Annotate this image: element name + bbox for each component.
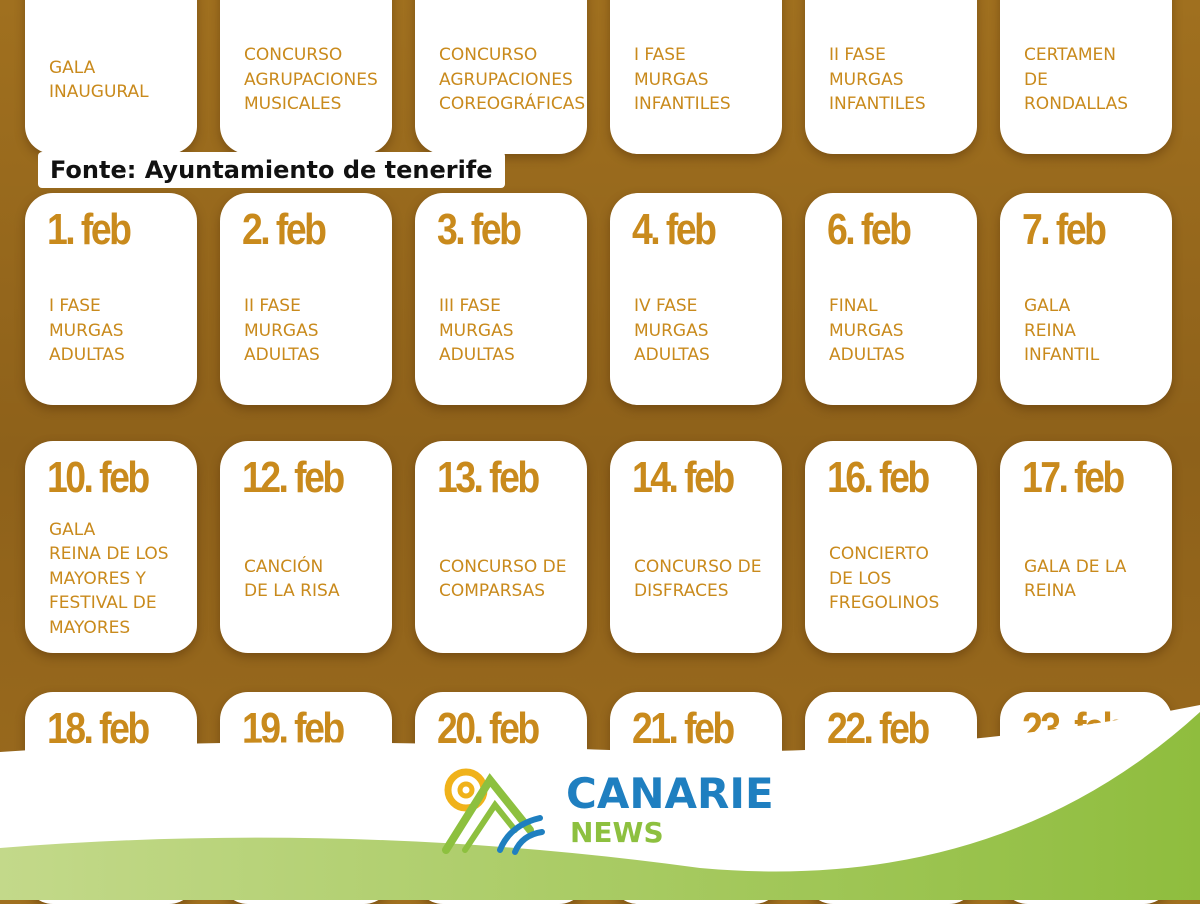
event-text: CONCURSO [439, 45, 538, 66]
event-date: 3. feb [437, 205, 522, 254]
event-date: 10. feb [47, 453, 150, 502]
event-text: II FASE [829, 45, 886, 66]
event-card: 1. feb I FASE MURGAS ADULTAS [25, 193, 197, 405]
event-text: ADULTAS [829, 345, 905, 366]
event-text: REINA [1024, 320, 1076, 341]
event-text: FREGOLINOS [829, 593, 940, 614]
event-date: 17. feb [1022, 453, 1125, 502]
event-text: GALA DE LA [1024, 556, 1127, 577]
event-text: RONDALLAS [1024, 94, 1129, 115]
event-text: INFANTIL [1024, 345, 1100, 366]
event-date: 18. feb [47, 704, 150, 753]
logo-sub: NEWS [570, 816, 664, 849]
event-date: 13. feb [437, 453, 540, 502]
event-card: 2. feb II FASE MURGAS ADULTAS [220, 193, 392, 405]
event-card: 10. feb GALA REINA DE LOS MAYORES Y FESTIVAL… [25, 441, 197, 653]
event-text: MURGAS [439, 320, 514, 341]
event-text: MURGAS [634, 69, 709, 90]
event-text: FINAL [829, 296, 878, 317]
event-date: 14. feb [632, 453, 735, 502]
event-date: 29. ene [632, 0, 744, 4]
event-card: 3. feb III FASE MURGAS ADULTAS [415, 193, 587, 405]
event-text: GALA [49, 57, 96, 78]
event-card: 22. ene GALA INAUGURAL [25, 0, 197, 154]
event-date: 2. feb [242, 205, 327, 254]
event-text: ADULTAS [439, 345, 515, 366]
event-text: INFANTILES [829, 94, 926, 115]
event-date: 6. feb [827, 205, 912, 254]
event-text: CONCURSO DE [439, 556, 567, 577]
event-text: ADULTAS [49, 345, 125, 366]
event-text: DE LOS [829, 568, 892, 589]
event-text: CONCIERTO [829, 544, 929, 565]
event-card: 23. ene CONCURSO AGRUPACIONES MUSICALES [220, 0, 392, 154]
event-card: 30. ene II FASE MURGAS INFANTILES [805, 0, 977, 154]
logo-icon [442, 768, 545, 855]
event-card: 14. feb CONCURSO DE DISFRACES [610, 441, 782, 653]
event-card: 29. ene I FASE MURGAS INFANTILES [610, 0, 782, 154]
event-text: CANCIÓN [244, 556, 324, 577]
event-text: FESTIVAL DE [49, 593, 157, 614]
event-text: MAYORES [49, 617, 131, 638]
event-text: DISFRACES [634, 581, 729, 601]
event-text: I FASE [634, 45, 686, 66]
event-card: 4. feb IV FASE MURGAS ADULTAS [610, 193, 782, 405]
event-date: 7. feb [1022, 205, 1107, 254]
event-card: 7. feb GALA REINA INFANTIL [1000, 193, 1172, 405]
event-text: CONCURSO DE [634, 556, 762, 577]
event-card: 31. ene CERTAMEN DE RONDALLAS [1000, 0, 1172, 154]
event-text: AGRUPACIONES [244, 69, 378, 90]
event-text: MURGAS [829, 69, 904, 90]
event-card: 17. feb GALA DE LA REINA [1000, 441, 1172, 653]
event-text: DE [1024, 69, 1048, 90]
event-text: AGRUPACIONES [439, 69, 573, 90]
event-text: COMPARSAS [439, 581, 546, 601]
event-text: REINA DE LOS [49, 544, 169, 565]
event-text: MUSICALES [244, 94, 342, 115]
event-text: MURGAS [244, 320, 319, 341]
event-date: 12. feb [242, 453, 345, 502]
logo-name: CANARIE [566, 769, 774, 818]
event-text: ADULTAS [244, 345, 320, 366]
event-date: 30. ene [827, 0, 939, 4]
event-date: 24. ene [437, 0, 549, 4]
event-text: IV FASE [634, 296, 698, 317]
event-text: CERTAMEN [1024, 45, 1117, 66]
source-caption: Fonte: Ayuntamiento de tenerife [38, 152, 505, 188]
event-text: GALA [49, 519, 96, 540]
event-text: MAYORES Y [49, 568, 146, 589]
event-date: 4. feb [632, 205, 717, 254]
event-card: 12. feb CANCIÓN DE LA RISA [220, 441, 392, 653]
event-text: MURGAS [829, 320, 904, 341]
event-text: CONCURSO [244, 45, 343, 66]
event-text: GALA [1024, 296, 1071, 317]
event-date: 16. feb [827, 453, 930, 502]
event-date: 31. ene [1022, 0, 1134, 4]
event-card: 16. feb CONCIERTO DE LOS FREGOLINOS [805, 441, 977, 653]
green-wave [0, 712, 1200, 900]
event-text: REINA [1024, 581, 1076, 601]
event-text: III FASE [439, 296, 501, 317]
event-text: COREOGRÁFICAS [439, 94, 586, 115]
event-date: 22. ene [47, 0, 159, 4]
event-text: DE LA RISA [244, 581, 340, 601]
event-date: 21. feb [632, 704, 735, 753]
event-text: INAUGURAL [49, 82, 149, 102]
event-card: 13. feb CONCURSO DE COMPARSAS [415, 441, 587, 653]
event-text: I FASE [49, 296, 101, 317]
event-text: MURGAS [634, 320, 709, 341]
event-text: MURGAS [49, 320, 124, 341]
event-text: II FASE [244, 296, 301, 317]
event-card: 6. feb FINAL MURGAS ADULTAS [805, 193, 977, 405]
event-text: ADULTAS [634, 345, 710, 366]
event-text: INFANTILES [634, 94, 731, 115]
event-date: 1. feb [47, 205, 132, 254]
event-date: 23. ene [242, 0, 354, 4]
event-card: 24. ene CONCURSO AGRUPACIONES COREOGRÁFICAS [415, 0, 587, 154]
